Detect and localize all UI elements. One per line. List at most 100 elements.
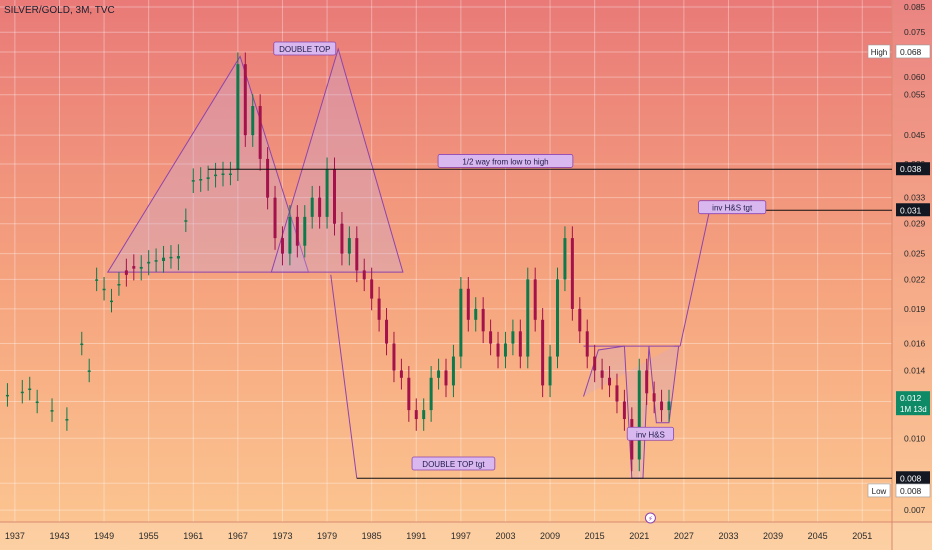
candle-body (660, 401, 664, 411)
candle-body (132, 266, 136, 269)
candle-body (422, 410, 426, 420)
candle-body (325, 169, 329, 217)
candle-body (50, 410, 54, 412)
x-tick-label: 1991 (406, 531, 426, 541)
candle-body (199, 179, 203, 181)
candle-body (310, 197, 314, 217)
x-tick-label: 2015 (585, 531, 605, 541)
event-marker-icon (644, 512, 656, 524)
candle-body (541, 319, 545, 386)
y-tick-label: 0.010 (904, 433, 926, 443)
candle-body (221, 173, 225, 176)
candle-body (102, 288, 106, 291)
candle-body (459, 288, 463, 357)
price-label-box (895, 44, 931, 59)
candle-body (399, 370, 403, 378)
price-label-value: 0.038 (900, 164, 922, 174)
x-tick-label: 1973 (272, 531, 292, 541)
candle-body (496, 343, 500, 357)
y-tick-label: 0.014 (904, 365, 926, 375)
candle-body (563, 238, 567, 280)
candle-body (35, 401, 39, 404)
candle-body (414, 410, 418, 420)
candle-body (273, 197, 277, 239)
annotation-box (698, 200, 767, 215)
y-tick-label: 0.075 (904, 27, 926, 37)
x-tick-label: 2051 (852, 531, 872, 541)
candle-body (652, 393, 656, 402)
candle-body (318, 197, 322, 217)
price-label-value: 0.008 (900, 486, 922, 496)
price-label-box (896, 203, 930, 217)
candle-body (585, 331, 589, 357)
annotation-label: inv H&S (636, 430, 665, 439)
candle-body (503, 343, 507, 357)
candle-body (608, 377, 612, 386)
candle-body (80, 343, 84, 346)
candle-body (637, 370, 641, 460)
inv-hs-pattern (583, 345, 680, 479)
candle-body (333, 169, 336, 224)
x-tick-label: 1937 (5, 531, 25, 541)
candle-body (385, 319, 389, 344)
price-label-tag (867, 483, 891, 498)
candle-body (667, 401, 671, 411)
candle-body (370, 279, 374, 299)
x-tick-label: 2045 (808, 531, 828, 541)
candle-body (392, 343, 396, 371)
x-tick-label: 2033 (718, 531, 738, 541)
y-tick-label: 0.025 (904, 249, 926, 259)
y-tick-label: 0.060 (904, 72, 926, 82)
y-tick-label: 0.029 (904, 219, 926, 229)
annotation-box (437, 154, 574, 168)
candle-body (266, 158, 270, 198)
annotation-label: DOUBLE TOP (279, 45, 330, 54)
candle-body (570, 238, 574, 309)
y-tick-label: 0.045 (904, 130, 926, 140)
y-tick-label: 0.016 (904, 339, 926, 349)
candle-body (288, 216, 292, 254)
candle-body (451, 356, 455, 386)
x-tick-label: 1943 (49, 531, 69, 541)
x-tick-label: 1949 (94, 531, 114, 541)
candle-body (87, 370, 91, 372)
price-label-box (895, 483, 931, 498)
price-label-value: 0.012 (900, 393, 922, 403)
x-tick-label: 2027 (674, 531, 694, 541)
candle-body (20, 391, 24, 394)
candle-body (154, 260, 158, 262)
y-tick-label: 0.085 (904, 2, 926, 12)
candle-body (214, 174, 218, 177)
candle-body (347, 238, 351, 254)
projection-line (679, 208, 711, 347)
price-label-tag (867, 44, 891, 59)
candle-body (355, 238, 359, 271)
candle-body (206, 177, 210, 180)
price-label-box (896, 471, 930, 485)
candle-body (533, 279, 537, 320)
candle-body (243, 64, 247, 136)
x-tick-label: 1997 (451, 531, 471, 541)
y-tick-label: 0.022 (904, 274, 926, 284)
price-label-value: 0.008 (900, 473, 922, 483)
y-tick-label: 0.055 (904, 90, 926, 100)
double-top-triangle (106, 55, 310, 273)
annotation-label: inv H&S tgt (712, 204, 753, 213)
price-label-box (896, 391, 930, 416)
candle-body (162, 257, 166, 261)
time-axis (0, 522, 932, 550)
price-label-name: High (871, 48, 887, 57)
y-tick-label: 0.019 (904, 304, 926, 314)
candle-body (28, 388, 32, 391)
candle-body (280, 238, 284, 254)
candle-body (110, 300, 113, 303)
price-axis (892, 0, 932, 550)
price-label-sub: 1M 13d (900, 405, 927, 414)
price-label-value: 0.031 (900, 205, 922, 215)
y-tick-label: 0.033 (904, 193, 926, 203)
candle-body (556, 279, 559, 357)
candle-body (444, 370, 448, 386)
price-label-box (896, 162, 930, 176)
candle-body (251, 106, 255, 136)
